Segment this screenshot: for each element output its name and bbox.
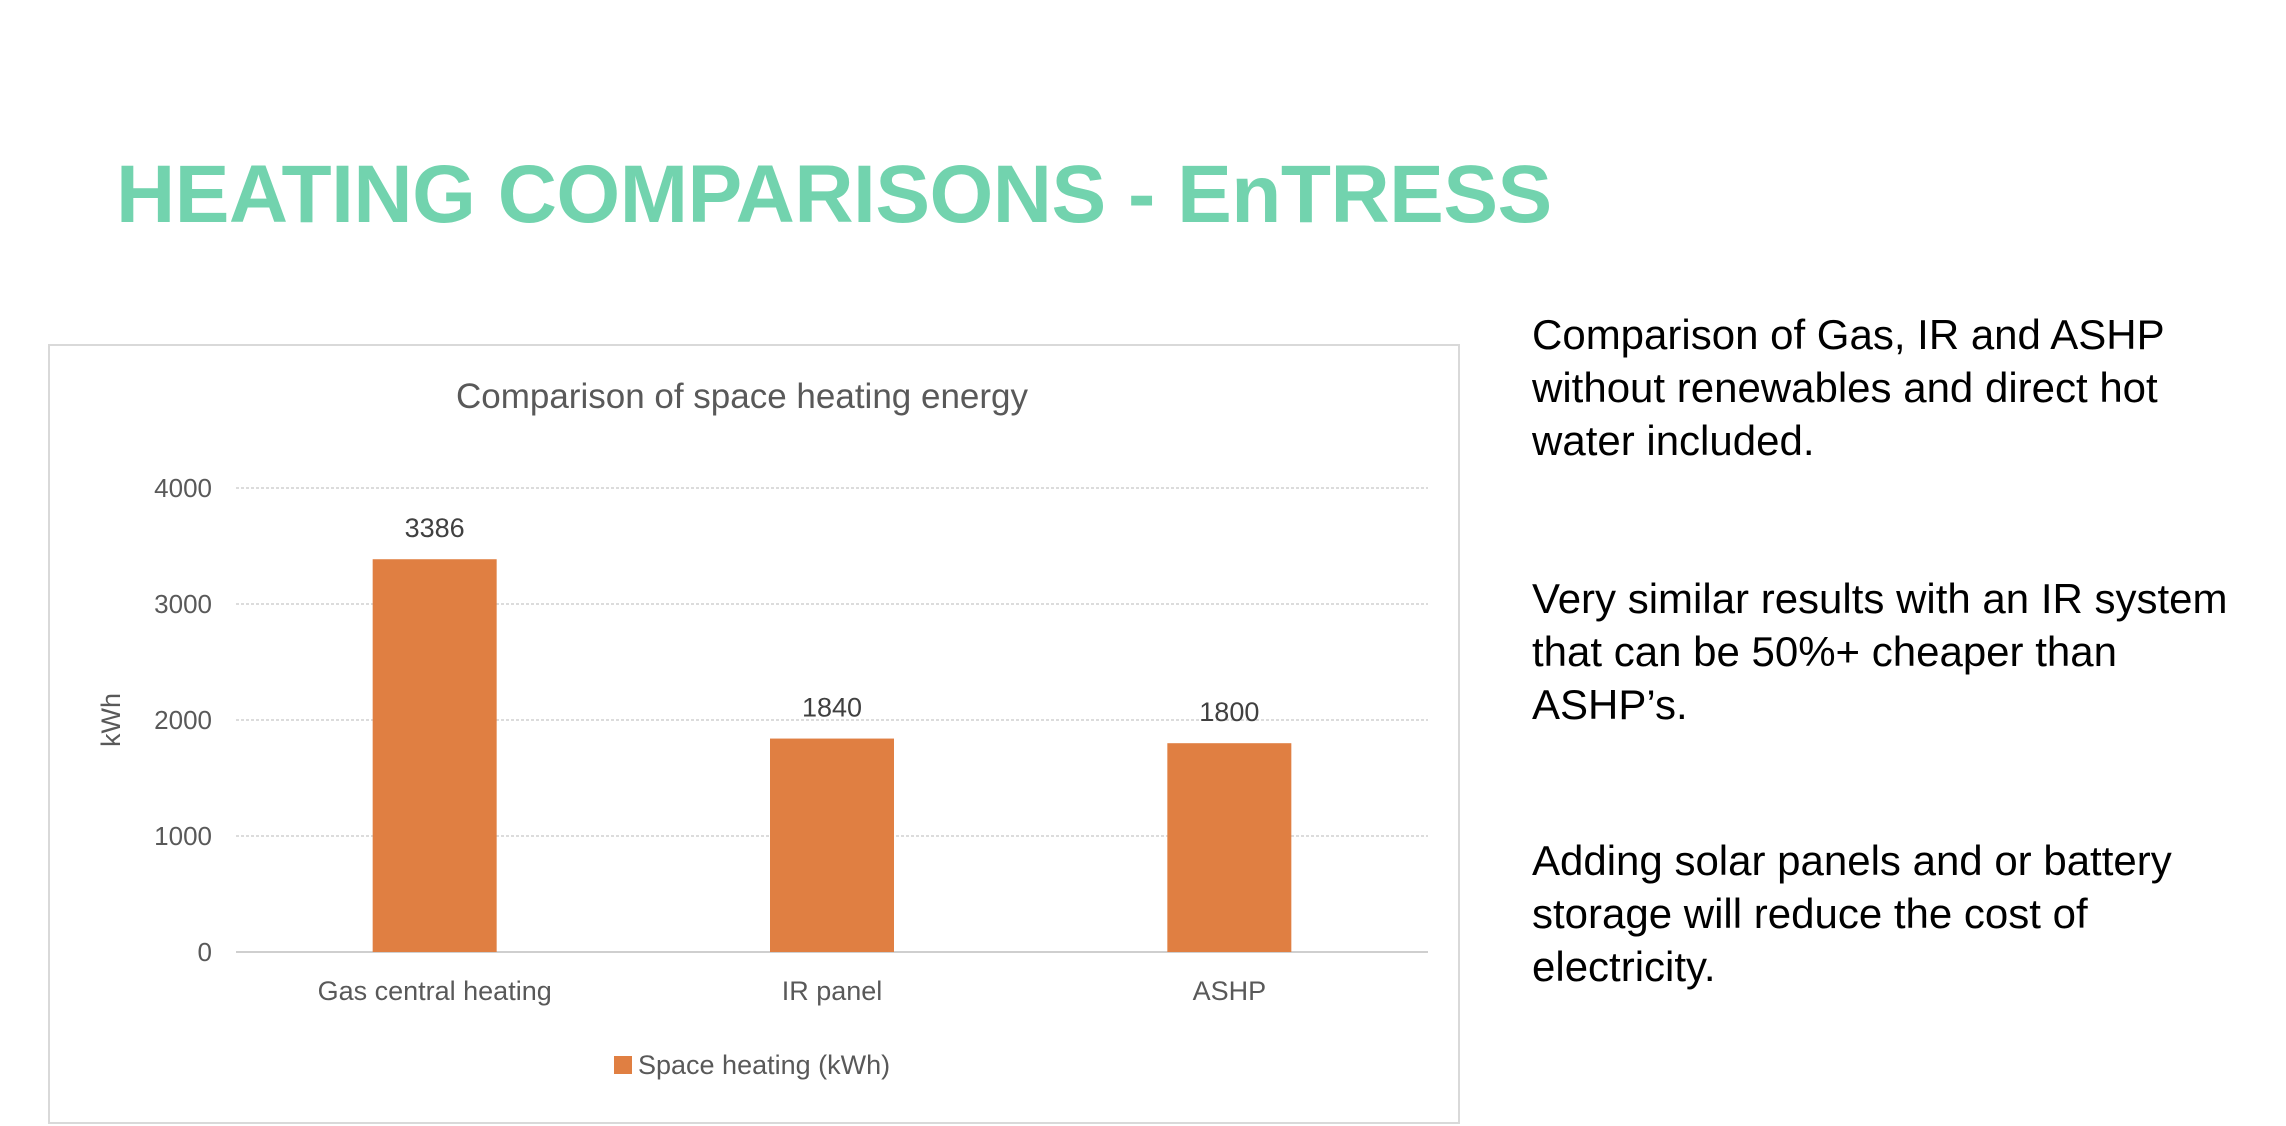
legend-label: Space heating (kWh) (638, 1050, 890, 1080)
y-tick-label: 4000 (154, 473, 212, 503)
bar-gas-central-heating (372, 559, 497, 952)
chart-container: Comparison of space heating energy 0 1000 2… (48, 344, 1460, 1124)
y-tick-label: 3000 (154, 589, 212, 619)
paragraph-comparison: Comparison of Gas, IR and ASHP without r… (1532, 311, 2164, 464)
y-axis-title: kWh (96, 693, 126, 747)
y-tick-label: 2000 (154, 705, 212, 735)
y-tick-label: 0 (198, 937, 212, 967)
bar-ir-panel (770, 738, 894, 952)
bar-chart: Comparison of space heating energy 0 1000 2… (96, 377, 1428, 1080)
bar-ashp (1167, 743, 1292, 952)
x-category-label: IR panel (782, 976, 883, 1006)
x-category-label: ASHP (1193, 976, 1267, 1006)
data-label: 1800 (1199, 697, 1259, 727)
slide-title: HEATING COMPARISONS - EnTRESS (116, 149, 1552, 240)
legend-swatch (614, 1056, 632, 1074)
y-tick-label: 1000 (154, 821, 212, 851)
x-category-label: Gas central heating (318, 976, 552, 1006)
chart-title: Comparison of space heating energy (456, 377, 1029, 416)
data-label: 3386 (405, 513, 465, 543)
paragraph-solar-battery: Adding solar panels and or battery stora… (1532, 837, 2172, 990)
paragraph-similar-results: Very similar results with an IR system t… (1532, 575, 2228, 728)
data-label: 1840 (802, 693, 862, 723)
